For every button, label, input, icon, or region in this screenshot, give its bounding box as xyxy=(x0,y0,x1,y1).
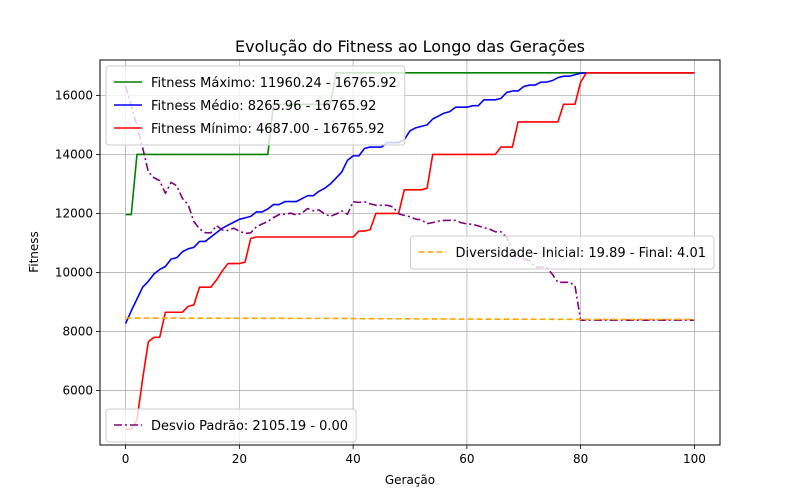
x-tick-label: 40 xyxy=(345,452,360,466)
y-axis-title: Fitness xyxy=(27,231,41,273)
y-tick-label: 14000 xyxy=(55,147,93,161)
x-tick-label: 60 xyxy=(459,452,474,466)
legend-box xyxy=(105,408,357,443)
legend-box xyxy=(105,65,406,146)
legend-upper-left: Fitness Máximo: 11960.24 - 16765.92 Fitne… xyxy=(105,65,406,146)
legend-label: Fitness Máximo: 11960.24 - 16765.92 xyxy=(151,76,397,91)
y-tick-label: 8000 xyxy=(62,324,93,338)
x-tick-label: 100 xyxy=(683,452,706,466)
legend-lower-left: Desvio Padrão: 2105.19 - 0.00 xyxy=(105,408,357,443)
legend-middle-right: Diversidade- Inicial: 19.89 - Final: 4.0… xyxy=(410,235,715,270)
axis-ticks: 0 20 40 60 80 100 6000 8000 10000 12000 14000 16000 xyxy=(55,88,706,466)
series-line-4 xyxy=(125,317,695,321)
y-tick-label: 6000 xyxy=(62,383,93,397)
x-axis-title: Geração xyxy=(385,473,435,487)
x-tick-label: 20 xyxy=(232,452,247,466)
y-tick-label: 16000 xyxy=(55,88,93,102)
legend-label: Diversidade- Inicial: 19.89 - Final: 4.0… xyxy=(456,246,706,261)
y-tick-label: 12000 xyxy=(55,206,93,220)
series-line-2 xyxy=(125,72,695,430)
x-tick-label: 80 xyxy=(573,452,588,466)
x-tick-label: 0 xyxy=(122,452,130,466)
legend-label: Desvio Padrão: 2105.19 - 0.00 xyxy=(151,419,348,434)
series-line-1 xyxy=(124,72,695,324)
legend-box xyxy=(410,235,715,270)
legend-label: Fitness Médio: 8265.96 - 16765.92 xyxy=(151,99,376,114)
chart-title: Evolução do Fitness ao Longo das Geraçõe… xyxy=(235,37,585,56)
plot-area-frame xyxy=(99,59,721,446)
legend-label: Fitness Mínimo: 4687.00 - 16765.92 xyxy=(151,122,385,137)
y-tick-label: 10000 xyxy=(55,265,93,279)
